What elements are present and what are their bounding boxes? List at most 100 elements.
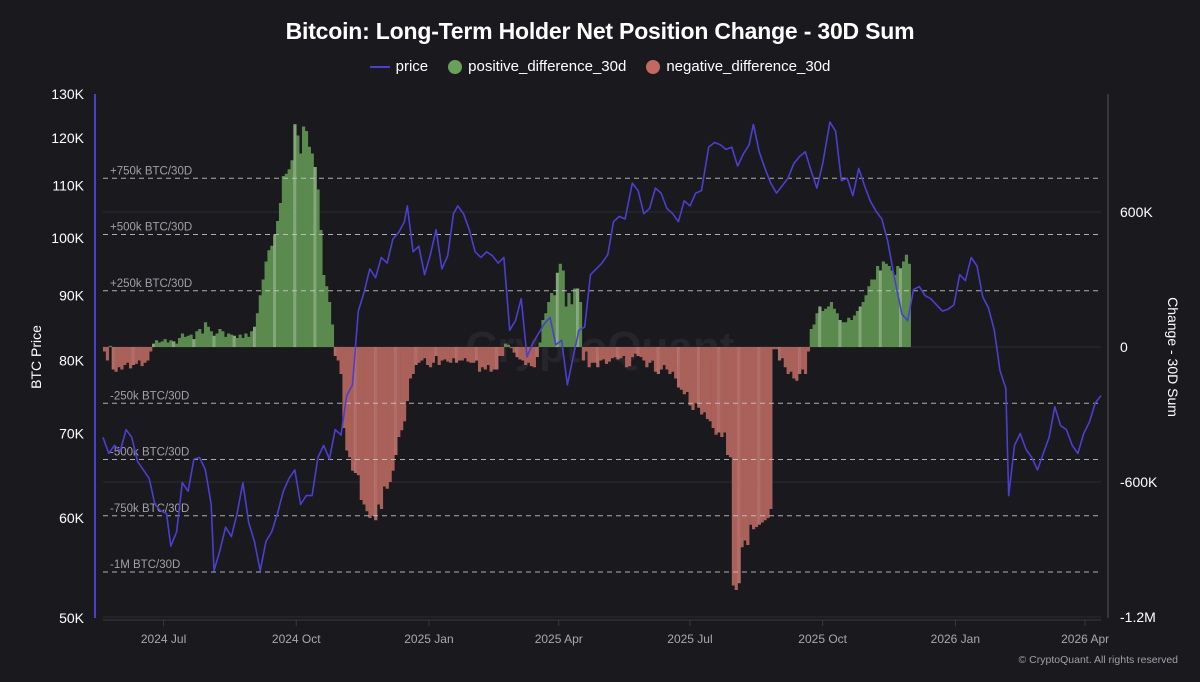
negative-bar <box>515 347 519 358</box>
legend-item-price[interactable]: price <box>369 58 428 75</box>
negative-bar <box>463 347 467 359</box>
y-right-tick-label: 600K <box>1120 204 1153 220</box>
legend-item-positive[interactable]: positive_difference_30d <box>448 58 626 75</box>
y-left-tick-label: 70K <box>59 425 85 441</box>
negative-bar <box>639 347 643 358</box>
y-left-tick-label: 60K <box>59 510 85 526</box>
positive-bar <box>258 295 262 347</box>
negative-bar <box>682 347 686 395</box>
y-right-tick-label: -1.2M <box>1120 609 1156 625</box>
legend-dot-icon <box>646 59 661 74</box>
negative-bar <box>362 347 366 505</box>
negative-bar <box>803 347 808 374</box>
positive-bar <box>824 308 828 347</box>
grid-layer <box>103 211 1101 618</box>
negative-bar <box>757 347 761 525</box>
positive-bar <box>180 333 185 347</box>
positive-bar <box>247 336 251 348</box>
negative-bar <box>636 347 640 356</box>
negative-bar <box>627 347 632 367</box>
positive-bar <box>201 333 205 347</box>
negative-bar <box>385 347 389 489</box>
positive-bar <box>890 270 894 347</box>
negative-bar <box>359 347 363 500</box>
negative-bar <box>394 347 398 455</box>
legend-item-negative[interactable]: negative_difference_30d <box>646 58 830 75</box>
positive-bar <box>224 336 228 348</box>
price-line <box>102 121 1102 572</box>
positive-bar <box>166 342 170 347</box>
negative-bar <box>780 347 785 359</box>
y-left-tick-label: 110K <box>52 178 84 194</box>
positive-bar <box>241 338 245 347</box>
negative-bar <box>792 347 796 379</box>
y-right-tick-label: -600K <box>1120 474 1158 490</box>
positive-bar <box>907 263 911 347</box>
negative-bar <box>483 347 487 370</box>
legend: price positive_difference_30d negative_d… <box>0 58 1200 75</box>
reference-line-label: -1M BTC/30D <box>110 559 180 571</box>
positive-bar <box>250 331 254 347</box>
negative-bar <box>377 347 381 505</box>
positive-bar <box>232 335 236 347</box>
negative-bar <box>806 347 810 352</box>
positive-bar <box>276 221 280 347</box>
negative-bar <box>105 347 110 361</box>
negative-bar <box>783 347 787 368</box>
negative-bar <box>348 347 352 458</box>
negative-bar <box>740 347 744 548</box>
chart-title: Bitcoin: Long-Term Holder Net Position C… <box>285 18 915 44</box>
negative-bar <box>472 347 476 363</box>
negative-bar <box>610 347 614 359</box>
positive-bar <box>177 338 182 347</box>
negative-bar <box>391 347 395 471</box>
negative-bar <box>708 347 712 422</box>
positive-bar <box>209 331 213 347</box>
positive-bar <box>881 261 885 347</box>
negative-bar <box>475 347 479 361</box>
positive-bar <box>313 167 317 347</box>
negative-bar <box>149 347 153 352</box>
negative-bar <box>642 347 646 361</box>
y-left-tick-label: 80K <box>59 352 85 368</box>
negative-bar <box>593 347 597 363</box>
y-left-tick-label: 90K <box>59 288 85 304</box>
positive-bar <box>550 293 554 347</box>
legend-dot-icon <box>448 59 463 74</box>
positive-bar <box>844 322 848 347</box>
negative-bar <box>103 347 107 352</box>
negative-bar <box>382 347 386 487</box>
x-tick-label: 2026 Jan <box>931 632 980 646</box>
negative-bar <box>746 347 750 545</box>
positive-bar <box>108 345 112 348</box>
negative-bar <box>408 347 412 379</box>
negative-bar <box>795 347 799 381</box>
negative-bar <box>630 347 635 358</box>
positive-bar <box>564 306 568 347</box>
negative-bar <box>469 347 473 363</box>
negative-bar <box>676 347 681 388</box>
negative-bar <box>798 347 802 374</box>
negative-bar <box>789 347 793 372</box>
y-left-tick-label: 130K <box>51 86 84 102</box>
positive-bar <box>304 131 309 347</box>
y-left-tick-label: 100K <box>51 230 84 246</box>
negative-bar <box>726 347 730 455</box>
negative-bar <box>599 347 603 361</box>
positive-bar <box>296 135 300 347</box>
positive-bar <box>293 124 297 347</box>
positive-bar <box>847 317 851 347</box>
negative-bar <box>137 347 141 361</box>
positive-bar <box>887 266 891 347</box>
negative-bar <box>120 347 124 370</box>
negative-bar <box>674 347 678 379</box>
positive-bar <box>870 279 874 347</box>
negative-bar <box>117 347 121 368</box>
negative-bar <box>656 347 660 374</box>
positive-bar <box>278 203 283 347</box>
negative-bar <box>694 347 698 404</box>
positive-bar <box>252 326 257 347</box>
negative-bar <box>524 347 528 365</box>
positive-bar <box>183 336 187 348</box>
